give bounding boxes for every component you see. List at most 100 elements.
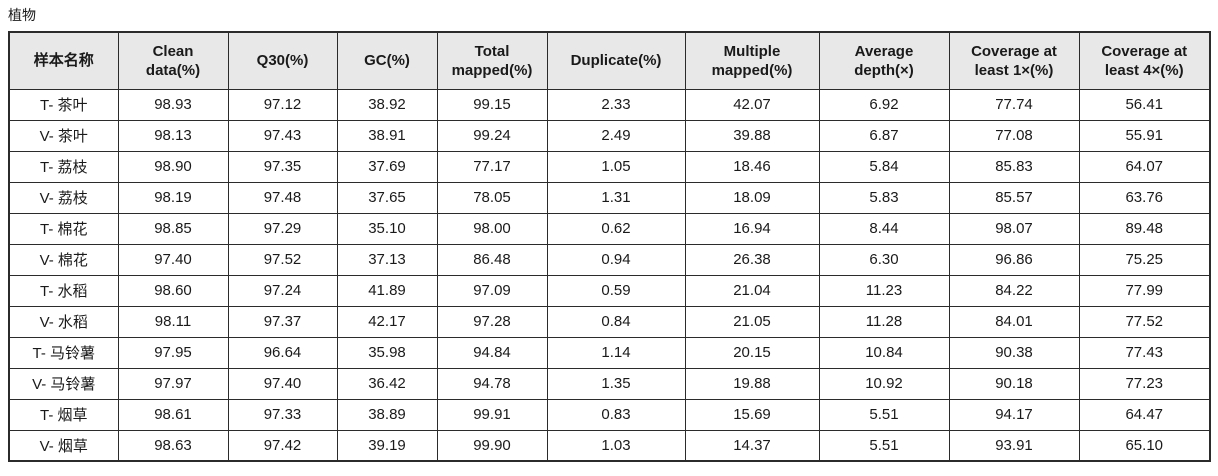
table-cell: 85.57: [948, 181, 1080, 214]
table-cell: 77.52: [1078, 305, 1211, 338]
table-cell: 98.13: [117, 119, 229, 152]
table-cell: 18.46: [684, 150, 820, 183]
table-cell: 97.43: [227, 119, 338, 152]
table-cell: 19.88: [684, 367, 820, 400]
sample-name-cell: T- 马铃薯: [8, 336, 119, 369]
table-cell: 38.92: [336, 88, 438, 121]
table-cell: 35.10: [336, 212, 438, 245]
table-cell: 97.40: [117, 243, 229, 276]
table-cell: 18.09: [684, 181, 820, 214]
table-cell: 78.05: [436, 181, 548, 214]
table-cell: 97.42: [227, 429, 338, 462]
sample-name-cell: T- 水稻: [8, 274, 119, 307]
sample-name-cell: V- 烟草: [8, 429, 119, 462]
sample-name-cell: T- 烟草: [8, 398, 119, 431]
sample-name-cell: V- 马铃薯: [8, 367, 119, 400]
table-cell: 38.91: [336, 119, 438, 152]
header-cell: Duplicate(%): [546, 31, 686, 90]
table-cell: 98.61: [117, 398, 229, 431]
table-cell: 97.12: [227, 88, 338, 121]
table-cell: 11.28: [818, 305, 950, 338]
sample-name-cell: V- 棉花: [8, 243, 119, 276]
table-cell: 89.48: [1078, 212, 1211, 245]
sample-name-cell: T- 棉花: [8, 212, 119, 245]
table-cell: 98.93: [117, 88, 229, 121]
page-title: 植物: [8, 7, 36, 23]
table-cell: 98.60: [117, 274, 229, 307]
table-cell: 37.65: [336, 181, 438, 214]
table-cell: 1.31: [546, 181, 686, 214]
table-cell: 96.86: [948, 243, 1080, 276]
table-cell: 10.84: [818, 336, 950, 369]
table-cell: 1.14: [546, 336, 686, 369]
header-row: 样本名称 Clean data(%) Q30(%) GC(%) Total mapped…: [8, 31, 1211, 90]
table-cell: 21.05: [684, 305, 820, 338]
table-cell: 2.33: [546, 88, 686, 121]
table-cell: 98.63: [117, 429, 229, 462]
table-cell: 37.69: [336, 150, 438, 183]
table-row: V- 马铃薯 97.97 97.40 36.42 94.78 1.35 19.88 10.92…: [8, 367, 1211, 400]
table-cell: 5.51: [818, 429, 950, 462]
sample-name-cell: T- 茶叶: [8, 88, 119, 121]
table-cell: 94.84: [436, 336, 548, 369]
table-cell: 5.84: [818, 150, 950, 183]
table-cell: 94.17: [948, 398, 1080, 431]
table-cell: 36.42: [336, 367, 438, 400]
header-cell: 样本名称: [8, 31, 119, 90]
table-cell: 99.90: [436, 429, 548, 462]
table-cell: 10.92: [818, 367, 950, 400]
table-cell: 0.84: [546, 305, 686, 338]
table-cell: 97.35: [227, 150, 338, 183]
table-cell: 55.91: [1078, 119, 1211, 152]
table-cell: 97.29: [227, 212, 338, 245]
header-cell: Coverage at least 1×(%): [948, 31, 1080, 90]
table-cell: 77.43: [1078, 336, 1211, 369]
table-cell: 90.18: [948, 367, 1080, 400]
table-cell: 97.09: [436, 274, 548, 307]
table-cell: 38.89: [336, 398, 438, 431]
table-cell: 39.19: [336, 429, 438, 462]
table-cell: 97.28: [436, 305, 548, 338]
table-cell: 75.25: [1078, 243, 1211, 276]
sample-name-cell: V- 水稻: [8, 305, 119, 338]
table-cell: 97.52: [227, 243, 338, 276]
table-cell: 42.07: [684, 88, 820, 121]
table-row: V- 烟草 98.63 97.42 39.19 99.90 1.03 14.37 5.51 93…: [8, 429, 1211, 462]
sample-name-cell: T- 荔枝: [8, 150, 119, 183]
table-cell: 14.37: [684, 429, 820, 462]
table-cell: 5.83: [818, 181, 950, 214]
table-cell: 0.59: [546, 274, 686, 307]
table-row: T- 棉花 98.85 97.29 35.10 98.00 0.62 16.94 8.44 98…: [8, 212, 1211, 245]
table-cell: 99.91: [436, 398, 548, 431]
table-cell: 64.47: [1078, 398, 1211, 431]
table-cell: 64.07: [1078, 150, 1211, 183]
table-cell: 94.78: [436, 367, 548, 400]
table-row: V- 棉花 97.40 97.52 37.13 86.48 0.94 26.38 6.30 96…: [8, 243, 1211, 276]
table-cell: 99.24: [436, 119, 548, 152]
header-cell: Coverage at least 4×(%): [1078, 31, 1211, 90]
table-row: V- 茶叶 98.13 97.43 38.91 99.24 2.49 39.88 6.87 77…: [8, 119, 1211, 152]
table-row: T- 荔枝 98.90 97.35 37.69 77.17 1.05 18.46 5.84 85…: [8, 150, 1211, 183]
table-cell: 15.69: [684, 398, 820, 431]
table-cell: 84.01: [948, 305, 1080, 338]
table-row: V- 荔枝 98.19 97.48 37.65 78.05 1.31 18.09 5.83 85…: [8, 181, 1211, 214]
table-cell: 98.19: [117, 181, 229, 214]
table-cell: 11.23: [818, 274, 950, 307]
table-cell: 84.22: [948, 274, 1080, 307]
table-cell: 35.98: [336, 336, 438, 369]
table-row: V- 水稻 98.11 97.37 42.17 97.28 0.84 21.05 11.28 8…: [8, 305, 1211, 338]
sample-stats-table: 样本名称 Clean data(%) Q30(%) GC(%) Total mapped…: [8, 31, 1211, 462]
table-cell: 2.49: [546, 119, 686, 152]
table-body: T- 茶叶 98.93 97.12 38.92 99.15 2.33 42.07 6.92 77…: [8, 88, 1211, 462]
table-cell: 0.62: [546, 212, 686, 245]
table-cell: 16.94: [684, 212, 820, 245]
table-cell: 77.74: [948, 88, 1080, 121]
table-row: T- 水稻 98.60 97.24 41.89 97.09 0.59 21.04 11.23 8…: [8, 274, 1211, 307]
table-row: T- 烟草 98.61 97.33 38.89 99.91 0.83 15.69 5.51 94…: [8, 398, 1211, 431]
header-cell: Multiple mapped(%): [684, 31, 820, 90]
table-cell: 63.76: [1078, 181, 1211, 214]
table-cell: 77.99: [1078, 274, 1211, 307]
table-cell: 99.15: [436, 88, 548, 121]
table-cell: 98.00: [436, 212, 548, 245]
